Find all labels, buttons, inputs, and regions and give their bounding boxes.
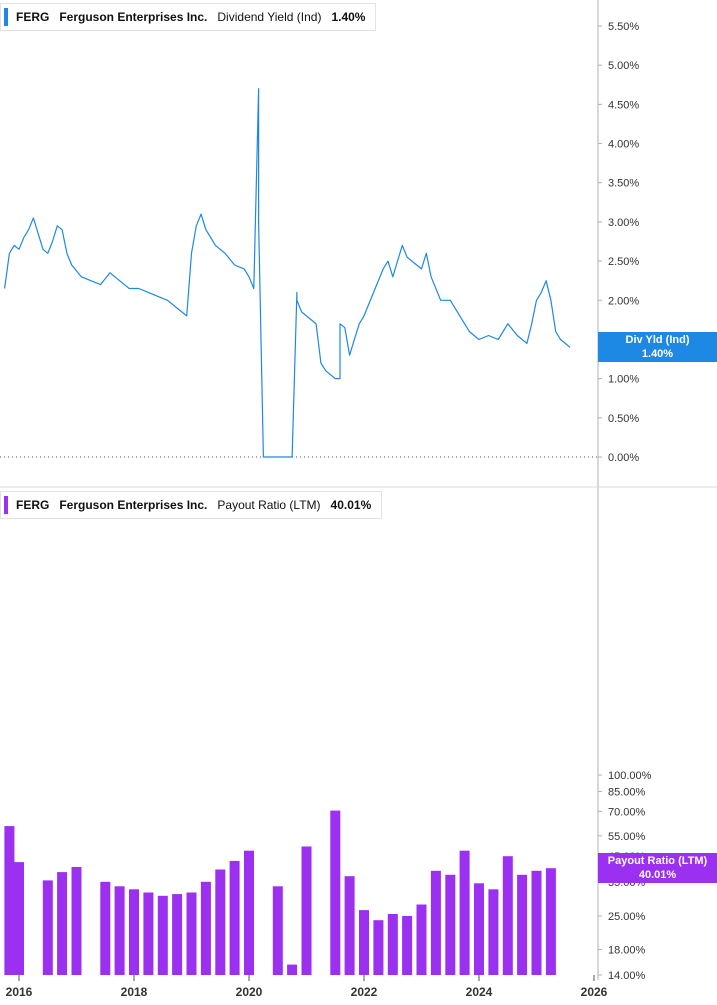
legend-ticker: FERG [16,10,50,24]
payout-bar [373,920,384,975]
payout-bar [143,892,154,975]
y-tick-label: 25.00% [608,911,646,923]
y-tick-label: 4.00% [608,139,639,151]
legend-ticker: FERG [16,498,50,512]
legend-value: 40.01% [330,498,372,512]
payout-bar [272,886,283,975]
payout-bar [301,846,312,975]
payout-bar [488,889,499,975]
payout-bar [359,910,369,975]
y-tick-label: 4.50% [608,99,639,111]
payout-bar [430,870,441,975]
payout-bar [215,869,226,975]
payout-bar [287,964,298,975]
y-tick-label: 1.00% [608,374,639,386]
y-tick-label: 14.00% [608,970,646,982]
payout-bar [517,874,528,975]
payout-bar [244,850,254,975]
payout-bar [157,895,168,975]
payout-bar [545,868,556,975]
x-tick-label: 2022 [351,985,378,999]
dividend-yield-legend[interactable]: FERG Ferguson Enterprises Inc. Dividend … [0,3,377,31]
payout-bar [445,874,456,975]
payout-bar [459,850,470,975]
current-payout-badge: Payout Ratio (LTM) 40.01% [598,853,717,884]
y-tick-label: 0.50% [608,413,639,425]
y-tick-label: 5.00% [608,60,639,72]
y-tick-label: 2.00% [608,295,639,307]
series-color-swatch [4,8,8,26]
payout-bar [114,886,125,975]
payout-bar [4,826,15,975]
badge-value: 1.40% [641,348,674,361]
y-tick-label: 0.00% [608,452,639,464]
legend-company-name: Ferguson Enterprises Inc. [59,498,208,512]
legend-value: 1.40% [331,10,366,24]
payout-bar [387,914,398,975]
legend-metric: Payout Ratio (LTM) [217,498,321,512]
legend-metric: Dividend Yield (Ind) [217,10,322,24]
payout-bar [344,876,355,975]
current-yield-badge: Div Yld (Ind) 1.40% [598,332,717,363]
badge-label: Payout Ratio (LTM) [607,855,708,868]
payout-bar [186,892,197,975]
payout-bar [172,894,183,975]
payout-bar [129,889,139,975]
y-tick-label: 55.00% [608,831,646,843]
y-tick-label: 100.00% [608,770,652,782]
payout-ratio-legend[interactable]: FERG Ferguson Enterprises Inc. Payout Ra… [0,491,383,519]
payout-bar [416,904,427,975]
payout-bar [474,883,484,975]
badge-value: 40.01% [638,869,677,882]
payout-bar [502,856,513,975]
dividend-yield-line [4,88,571,458]
x-tick-label: 2016 [6,985,33,999]
payout-bar [100,881,111,975]
series-color-swatch [4,496,8,514]
x-tick-label: 2018 [121,985,148,999]
payout-bar [402,916,413,975]
payout-bar [531,870,542,975]
payout-bar [57,872,68,975]
payout-bar [229,860,240,975]
payout-bar [42,880,53,975]
y-tick-label: 18.00% [608,944,646,956]
x-tick-label: 2020 [236,985,263,999]
y-tick-label: 70.00% [608,806,646,818]
badge-label: Div Yld (Ind) [625,334,690,347]
x-tick-label: 2024 [466,985,493,999]
y-tick-label: 3.50% [608,178,639,190]
payout-bar [14,862,24,975]
x-tick-label: 2026 [581,985,608,999]
y-tick-label: 85.00% [608,787,646,799]
payout-bar [71,867,82,975]
payout-bar [200,881,211,975]
y-tick-label: 3.00% [608,217,639,229]
legend-company-name: Ferguson Enterprises Inc. [59,10,208,24]
y-tick-label: 5.50% [608,21,639,33]
payout-bar [330,810,341,975]
y-tick-label: 2.50% [608,256,639,268]
